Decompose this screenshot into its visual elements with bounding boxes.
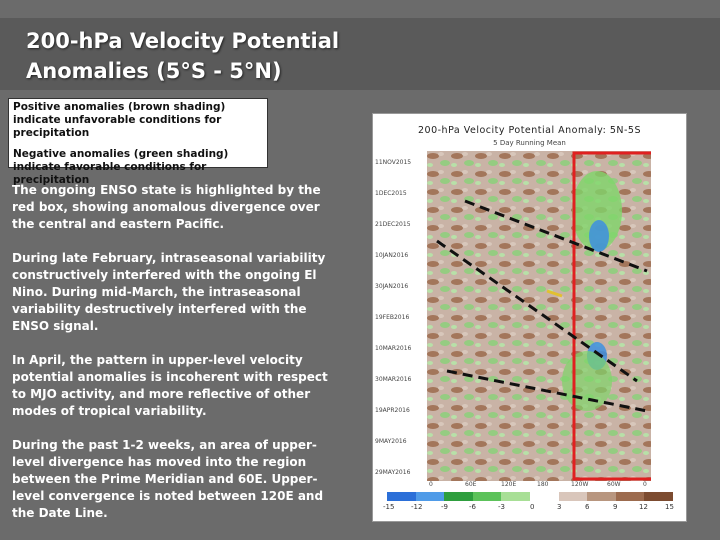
mjo-phase-line: [436, 239, 638, 383]
date-label: 30MAR2016: [375, 376, 412, 383]
colorbar-label: -12: [411, 503, 423, 511]
colorbar-label: -6: [469, 503, 476, 511]
longitude-label: 0: [643, 481, 647, 488]
strong-divergence-region: [589, 220, 609, 252]
date-label: 19APR2016: [375, 407, 410, 414]
colorbar-label: 12: [639, 503, 648, 511]
colorbar: [387, 492, 673, 501]
figure-subtitle: 5 Day Running Mean: [493, 139, 566, 147]
longitude-label: 0: [429, 481, 433, 488]
marker-line: [546, 289, 563, 298]
colorbar-swatch: [387, 492, 416, 501]
date-label: 29MAY2016: [375, 469, 411, 476]
legend-note-box: Positive anomalies (brown shading) indic…: [8, 98, 268, 186]
longitude-label: 120E: [501, 481, 517, 488]
paragraph-recent-weeks: During the past 1-2 weeks, an area of up…: [12, 438, 324, 520]
divergence-region: [572, 171, 622, 251]
paragraph-february-march: During late February, intraseasonal vari…: [12, 251, 326, 333]
colorbar-label: 3: [557, 503, 562, 511]
paragraph-enso: The ongoing ENSO state is highlighted by…: [12, 183, 321, 231]
slide-title-line-1: 200-hPa Velocity Potential: [26, 29, 340, 53]
colorbar-label: 9: [613, 503, 618, 511]
longitude-label: 120W: [571, 481, 589, 488]
mjo-phase-line: [446, 369, 648, 413]
date-label: 11NOV2015: [375, 159, 412, 166]
slide-title: 200-hPa Velocity Potential Anomalies (5°…: [26, 26, 446, 86]
date-label: 21DEC2015: [375, 221, 411, 228]
title-band: [0, 18, 720, 90]
hovmoller-plot: [427, 151, 651, 481]
colorbar-swatch: [644, 492, 673, 501]
slide-title-line-2: Anomalies (5°S - 5°N): [26, 59, 282, 83]
colorbar-swatch: [615, 492, 645, 501]
colorbar-swatch: [444, 492, 473, 501]
longitude-label: 60E: [465, 481, 477, 488]
enso-highlight-box: [572, 151, 651, 481]
date-label: 30JAN2016: [375, 283, 409, 290]
colorbar-label: 0: [530, 503, 535, 511]
paragraph-april: In April, the pattern in upper-level vel…: [12, 353, 328, 418]
colorbar-label: -15: [383, 503, 395, 511]
colorbar-swatch: [415, 492, 445, 501]
colorbar-swatch: [501, 492, 530, 501]
date-label: 9MAY2016: [375, 438, 407, 445]
date-label: 1DEC2015: [375, 190, 407, 197]
colorbar-swatch: [587, 492, 616, 501]
positive-anomaly-note: Positive anomalies (brown shading) indic…: [13, 101, 226, 139]
date-label: 19FEB2016: [375, 314, 410, 321]
longitude-label: 60W: [607, 481, 621, 488]
colorbar-label: -3: [498, 503, 505, 511]
colorbar-label: 6: [585, 503, 590, 511]
colorbar-swatch: [472, 492, 502, 501]
longitude-label: 180: [537, 481, 549, 488]
mjo-phase-line: [464, 199, 648, 273]
colorbar-label: -9: [441, 503, 448, 511]
figure-title: 200-hPa Velocity Potential Anomaly: 5N-5…: [417, 125, 641, 136]
colorbar-swatch: [529, 492, 559, 501]
date-label: 10JAN2016: [375, 252, 409, 259]
date-label: 10MAR2016: [375, 345, 412, 352]
colorbar-label: 15: [665, 503, 674, 511]
hovmoller-figure: 200-hPa Velocity Potential Anomaly: 5N-5…: [372, 113, 687, 522]
negative-anomaly-note: Negative anomalies (green shading) indic…: [13, 148, 229, 186]
colorbar-swatch: [558, 492, 588, 501]
body-text: The ongoing ENSO state is highlighted by…: [12, 182, 342, 539]
